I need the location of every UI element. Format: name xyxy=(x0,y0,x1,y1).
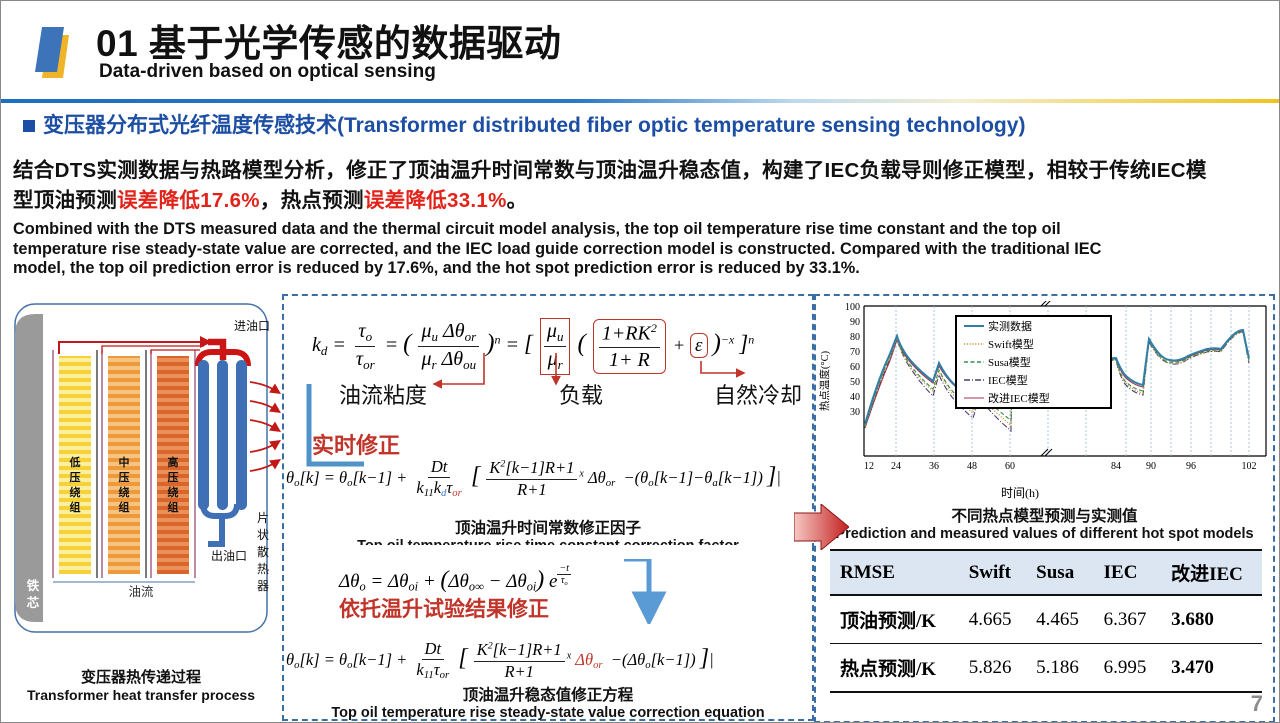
svg-text:50: 50 xyxy=(850,377,860,388)
svg-text:铁: 铁 xyxy=(27,578,40,593)
svg-text:绕: 绕 xyxy=(168,485,179,499)
svg-text:改进IEC模型: 改进IEC模型 xyxy=(988,391,1050,405)
svg-text:Swift模型: Swift模型 xyxy=(988,337,1034,351)
svg-text:绕: 绕 xyxy=(70,485,81,499)
svg-text:40: 40 xyxy=(850,392,860,403)
svg-text:中: 中 xyxy=(119,455,130,469)
svg-text:压: 压 xyxy=(119,470,130,484)
svg-text:片: 片 xyxy=(257,511,269,525)
svg-text:绕: 绕 xyxy=(119,485,130,499)
svg-text:80: 80 xyxy=(850,332,860,343)
svg-text:高: 高 xyxy=(168,455,179,469)
svg-text:100: 100 xyxy=(845,302,860,313)
svg-text:出油口: 出油口 xyxy=(211,549,247,563)
svg-text:组: 组 xyxy=(70,500,81,514)
svg-text:组: 组 xyxy=(119,500,130,514)
svg-text:进油口: 进油口 xyxy=(234,319,270,333)
svg-text:48: 48 xyxy=(967,461,977,472)
svg-text:102: 102 xyxy=(1242,461,1257,472)
svg-text:器: 器 xyxy=(257,579,269,593)
svg-text:12: 12 xyxy=(864,461,874,472)
svg-text:状: 状 xyxy=(257,528,269,542)
svg-text:30: 30 xyxy=(850,407,860,418)
svg-text:Susa模型: Susa模型 xyxy=(988,355,1031,369)
svg-text:90: 90 xyxy=(850,317,860,328)
svg-text:油流: 油流 xyxy=(128,585,154,599)
svg-text:84: 84 xyxy=(1111,461,1121,472)
svg-text:60: 60 xyxy=(850,362,860,373)
svg-text:36: 36 xyxy=(929,461,939,472)
svg-text:压: 压 xyxy=(70,470,81,484)
svg-text:24: 24 xyxy=(891,461,901,472)
svg-text:低: 低 xyxy=(69,455,81,469)
svg-text:芯: 芯 xyxy=(27,595,40,610)
svg-text:96: 96 xyxy=(1186,461,1196,472)
svg-text:70: 70 xyxy=(850,347,860,358)
svg-text:热点温度(°C): 热点温度(°C) xyxy=(818,350,831,411)
svg-text:压: 压 xyxy=(168,470,179,484)
svg-text:90: 90 xyxy=(1146,461,1156,472)
svg-text:组: 组 xyxy=(168,500,179,514)
svg-text:散: 散 xyxy=(257,544,269,559)
svg-text:实测数据: 实测数据 xyxy=(988,319,1032,333)
svg-text:IEC模型: IEC模型 xyxy=(988,373,1028,387)
svg-text:60: 60 xyxy=(1005,461,1015,472)
svg-text:热: 热 xyxy=(257,562,269,576)
